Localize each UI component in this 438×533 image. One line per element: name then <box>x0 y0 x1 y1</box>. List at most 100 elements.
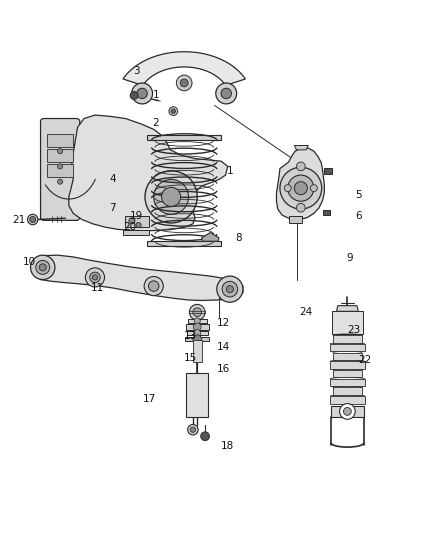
Text: 5: 5 <box>355 190 362 200</box>
Circle shape <box>193 323 201 331</box>
Circle shape <box>294 182 307 195</box>
Polygon shape <box>332 370 362 377</box>
Polygon shape <box>123 52 245 85</box>
Circle shape <box>226 286 233 293</box>
Text: 9: 9 <box>346 253 353 263</box>
Circle shape <box>57 179 63 184</box>
Circle shape <box>221 88 231 99</box>
Polygon shape <box>276 148 324 220</box>
Polygon shape <box>331 406 364 417</box>
Circle shape <box>187 424 198 435</box>
Circle shape <box>189 304 205 320</box>
Text: 21: 21 <box>12 215 25 225</box>
Polygon shape <box>47 134 73 147</box>
Circle shape <box>148 281 159 292</box>
Polygon shape <box>125 216 149 228</box>
Polygon shape <box>41 118 80 220</box>
Circle shape <box>162 187 181 206</box>
Circle shape <box>129 218 135 224</box>
Text: 20: 20 <box>124 222 137 232</box>
Polygon shape <box>147 241 221 246</box>
Polygon shape <box>324 168 332 174</box>
Circle shape <box>36 261 49 274</box>
Polygon shape <box>336 305 358 311</box>
Circle shape <box>31 255 55 279</box>
Circle shape <box>92 275 98 280</box>
Text: 8: 8 <box>235 233 242 243</box>
Text: 12: 12 <box>217 318 230 328</box>
Circle shape <box>284 184 291 192</box>
Polygon shape <box>187 319 207 322</box>
Text: 2: 2 <box>152 118 159 128</box>
Circle shape <box>57 149 63 154</box>
Circle shape <box>30 216 36 223</box>
Polygon shape <box>186 325 208 329</box>
Polygon shape <box>330 379 365 386</box>
Text: 15: 15 <box>184 353 198 363</box>
Polygon shape <box>69 115 228 231</box>
Polygon shape <box>289 216 302 223</box>
Circle shape <box>339 403 355 419</box>
Circle shape <box>144 277 163 296</box>
Polygon shape <box>201 232 219 241</box>
Polygon shape <box>187 332 208 335</box>
Text: 10: 10 <box>23 257 36 267</box>
Circle shape <box>190 427 195 432</box>
Text: 6: 6 <box>355 212 362 221</box>
Polygon shape <box>330 361 365 369</box>
Circle shape <box>194 318 200 324</box>
Text: 7: 7 <box>109 203 116 213</box>
Polygon shape <box>193 341 201 362</box>
Text: 1: 1 <box>152 90 159 100</box>
Text: 13: 13 <box>184 331 198 341</box>
Circle shape <box>217 276 243 302</box>
Polygon shape <box>330 344 365 351</box>
Text: 24: 24 <box>300 307 313 317</box>
Circle shape <box>90 272 100 282</box>
Circle shape <box>297 162 305 171</box>
Text: 11: 11 <box>91 283 104 293</box>
Text: 19: 19 <box>130 211 143 221</box>
Circle shape <box>222 281 238 297</box>
Circle shape <box>311 184 318 192</box>
Circle shape <box>201 432 209 441</box>
Text: 22: 22 <box>358 355 371 365</box>
Text: 17: 17 <box>143 394 156 404</box>
Circle shape <box>280 167 322 209</box>
Text: 3: 3 <box>133 66 140 76</box>
Circle shape <box>132 83 152 104</box>
Circle shape <box>180 79 188 87</box>
Polygon shape <box>186 373 208 417</box>
Polygon shape <box>330 396 365 403</box>
Circle shape <box>343 408 351 415</box>
Circle shape <box>39 264 46 271</box>
Circle shape <box>194 329 201 336</box>
Polygon shape <box>185 336 209 341</box>
Text: 18: 18 <box>221 441 234 451</box>
Circle shape <box>288 175 314 201</box>
Polygon shape <box>294 146 308 150</box>
Polygon shape <box>332 335 362 343</box>
Text: 4: 4 <box>109 174 116 184</box>
Circle shape <box>169 107 178 116</box>
Text: 16: 16 <box>217 364 230 374</box>
Polygon shape <box>123 230 149 235</box>
Circle shape <box>193 308 201 317</box>
Circle shape <box>130 92 138 99</box>
Polygon shape <box>332 311 363 334</box>
Circle shape <box>171 109 176 114</box>
Circle shape <box>177 75 192 91</box>
Circle shape <box>145 171 197 223</box>
Circle shape <box>193 335 201 344</box>
Polygon shape <box>34 255 243 301</box>
Polygon shape <box>47 164 73 177</box>
Text: 1: 1 <box>226 166 233 176</box>
Polygon shape <box>332 387 362 395</box>
Circle shape <box>216 83 237 104</box>
Circle shape <box>28 214 38 225</box>
Circle shape <box>154 180 188 214</box>
Polygon shape <box>47 149 73 162</box>
Circle shape <box>57 164 63 169</box>
Circle shape <box>297 204 305 212</box>
Polygon shape <box>322 210 330 215</box>
